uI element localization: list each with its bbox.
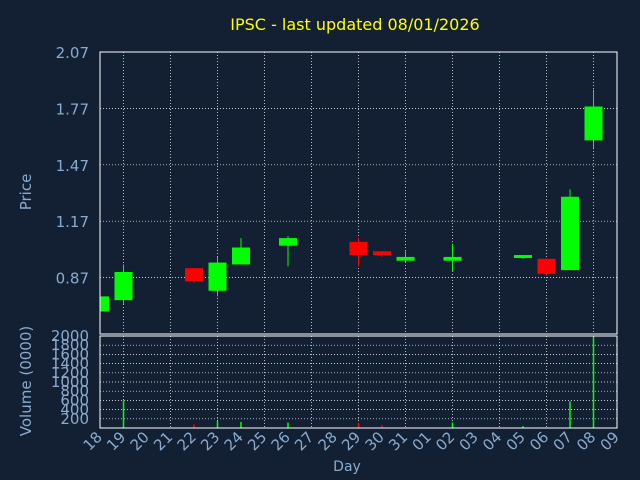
x-tick-label: 07 [550,428,576,454]
price-tick-label: 0.87 [56,270,89,288]
volume-bar [522,426,524,428]
x-tick-label: 24 [221,428,247,454]
candle-body [537,258,556,274]
candle-body [349,241,368,256]
volume-tick-label: 1800 [51,336,89,354]
chart-title: IPSC - last updated 08/01/2026 [230,15,479,34]
x-tick-label: 20 [127,428,153,454]
x-tick-label: 31 [385,428,411,454]
x-tick-label: 09 [597,428,623,454]
price-panel [99,89,603,312]
x-tick-label: 23 [197,428,223,454]
price-panel-frame [99,51,618,335]
volume-bar [193,424,195,428]
volume-tick-label: 600 [60,391,89,409]
x-tick-label: 22 [174,428,200,454]
price-tick-label: 1.77 [56,100,89,118]
volume-tick-label: 400 [60,401,89,419]
x-tick-label: 08 [573,428,599,454]
candle-body [114,271,133,301]
volume-bar [287,422,289,428]
x-tick-label: 05 [503,428,529,454]
panel-frames [99,51,618,429]
tick-labels: 0.87 1.17 1.47 1.77 2.07 20040060080010001200… [51,44,623,454]
volume-tick-label: 1400 [51,355,89,373]
price-axis-label: Price [17,174,35,211]
x-tick-label: 01 [409,428,435,454]
price-tick-label: 2.07 [56,44,89,62]
x-tick-label: 25 [244,428,270,454]
x-tick-label: 18 [80,428,106,454]
candle-body [396,256,415,261]
candle-body [279,238,297,246]
x-tick-label: 29 [338,428,364,454]
candle-body [561,196,579,271]
candle-body [185,268,203,282]
candle-body [443,256,462,261]
volume-bar [216,421,219,428]
volume-tick-label: 2000 [51,327,89,345]
grid [100,51,617,428]
volume-bar [381,425,383,428]
volume-bar [122,400,125,428]
candle-body [208,262,227,291]
x-axis-label: Day [333,459,361,475]
volume-tick-label: 200 [60,410,89,428]
x-tick-label: 02 [432,428,458,454]
candle-body [232,247,250,265]
x-tick-label: 03 [456,428,482,454]
candle-body [514,255,532,259]
price-tick-label: 1.17 [56,213,89,231]
candle-body [584,106,603,141]
x-tick-label: 26 [268,428,294,454]
volume-tick-label: 1600 [51,345,89,363]
x-tick-label: 19 [103,428,129,454]
volume-bar [451,422,454,428]
volume-tick-label: 800 [60,382,89,400]
volume-bar [592,336,595,428]
volume-tick-label: 1200 [51,364,89,382]
volume-panel-frame [99,335,618,429]
x-tick-label: 30 [362,428,388,454]
price-tick-label: 1.47 [56,157,89,175]
x-tick-label: 21 [150,428,176,454]
x-tick-label: 06 [526,428,552,454]
candle-body [373,251,391,256]
x-tick-label: 28 [315,428,341,454]
candle-body [100,296,109,312]
volume-bar [357,422,360,428]
volume-bar [569,401,571,428]
x-tick-label: 27 [291,428,317,454]
volume-bar [240,422,242,428]
volume-tick-label: 1000 [51,373,89,391]
volume-axis-label: Volume (0000) [17,326,35,436]
x-tick-label: 04 [479,428,505,454]
volume-panel [122,336,595,428]
